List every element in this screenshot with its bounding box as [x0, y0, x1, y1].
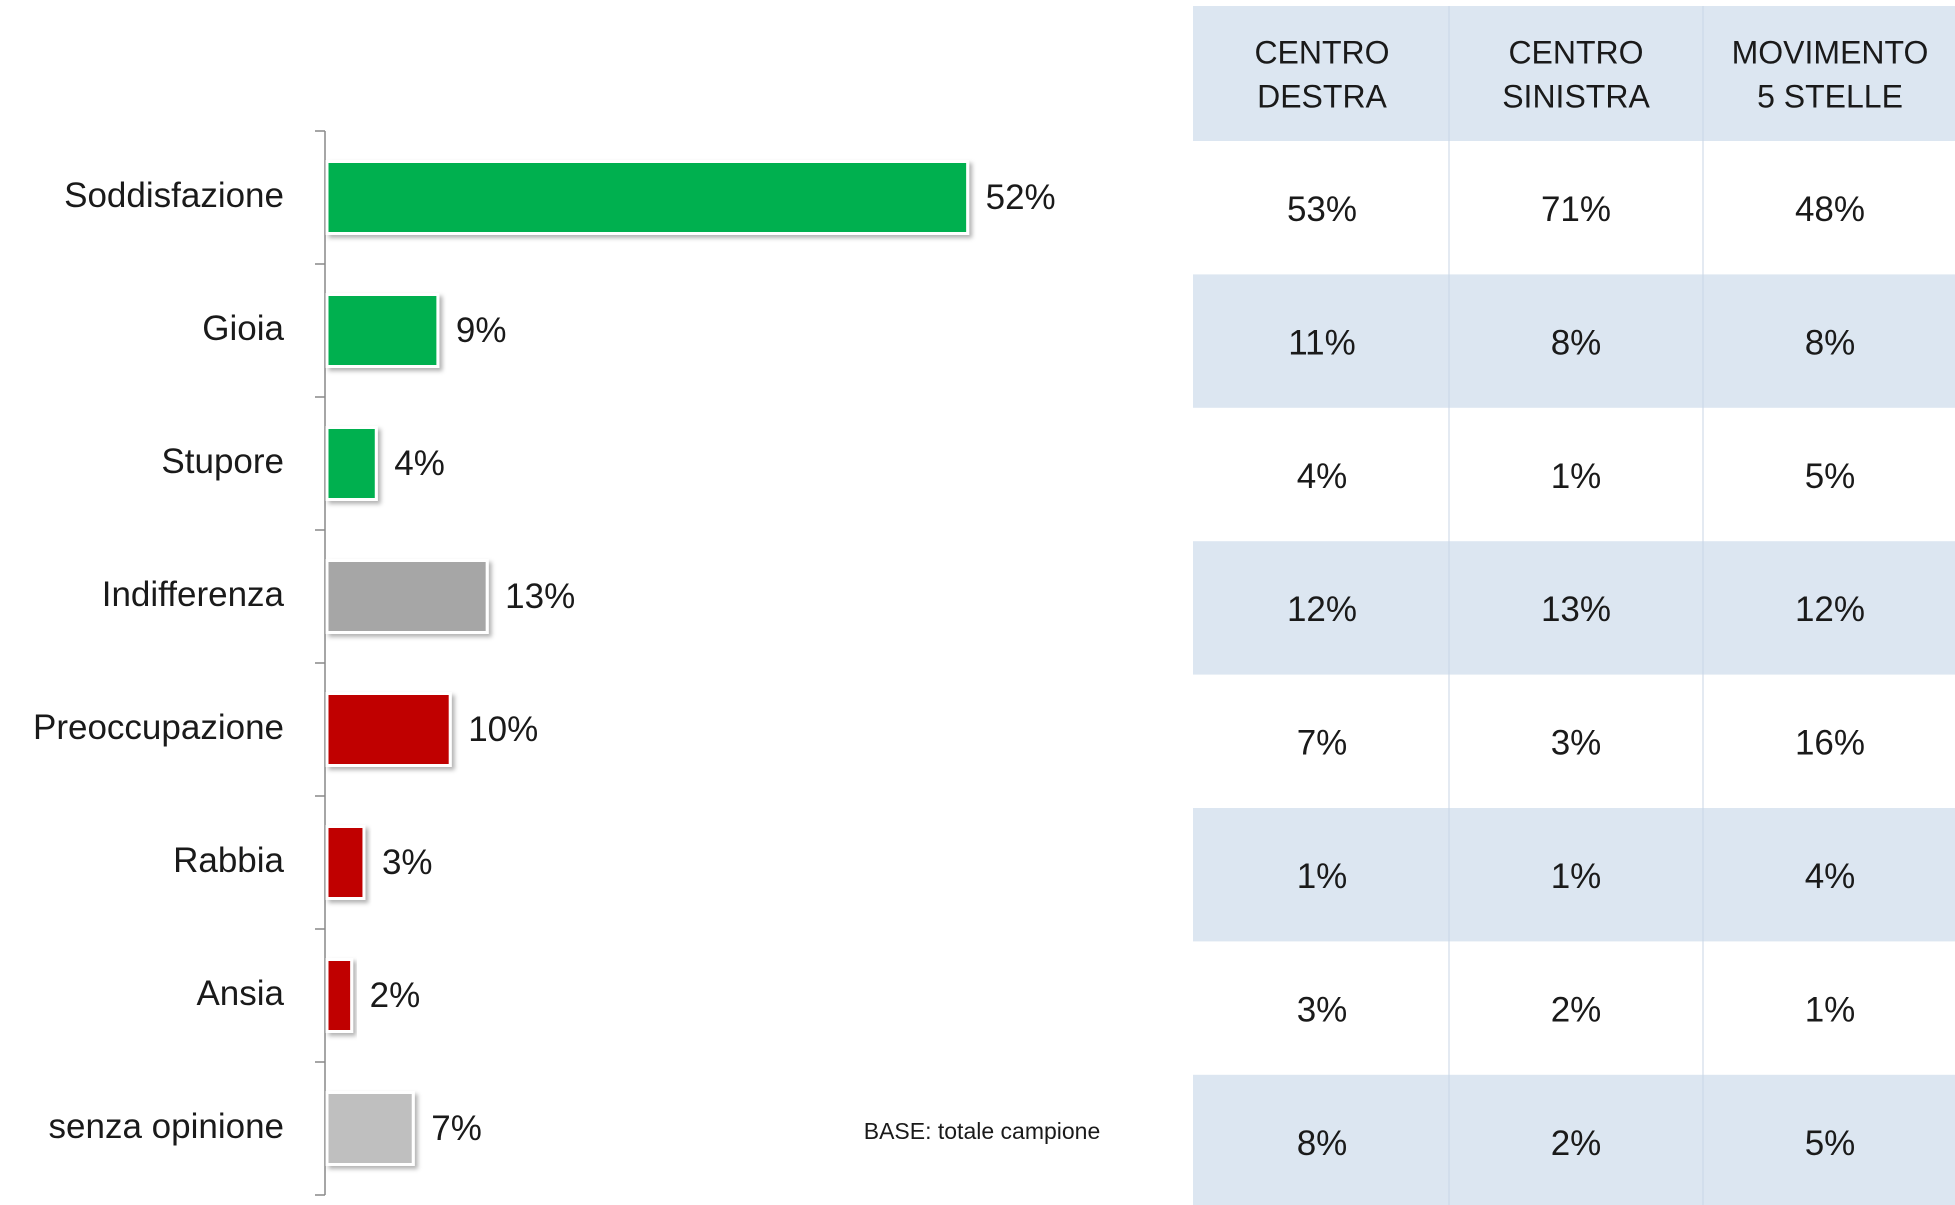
category-label: Ansia: [196, 974, 284, 1013]
table-cell: 16%: [1795, 724, 1865, 763]
value-label: 10%: [468, 710, 538, 749]
table-header: DESTRA: [1257, 78, 1387, 114]
bar: [325, 293, 440, 368]
value-label: 13%: [505, 577, 575, 616]
table-cell: 1%: [1805, 990, 1856, 1029]
value-label: 2%: [370, 976, 421, 1015]
table-cell: 11%: [1288, 323, 1355, 362]
table-cell: 2%: [1551, 990, 1602, 1029]
table-cell: 3%: [1551, 724, 1602, 763]
table-cell: 12%: [1287, 590, 1357, 629]
value-label: 4%: [394, 444, 445, 483]
table-row-bg: [1193, 274, 1955, 408]
table-cell: 71%: [1541, 190, 1611, 229]
table-row-bg: [1193, 808, 1955, 942]
table-cell: 1%: [1297, 857, 1348, 896]
table-header: CENTRO: [1508, 34, 1643, 70]
table-cell: 8%: [1805, 323, 1856, 362]
table-header: CENTRO: [1254, 34, 1389, 70]
table-cell: 1%: [1551, 857, 1602, 896]
category-label: Indifferenza: [102, 575, 285, 614]
category-label: Rabbia: [173, 841, 284, 880]
table-header: MOVIMENTO: [1732, 34, 1929, 70]
table-cell: 5%: [1805, 457, 1856, 496]
value-label: 52%: [986, 178, 1056, 217]
category-label: Stupore: [161, 442, 284, 481]
table-cell: 1%: [1551, 457, 1602, 496]
bar: [325, 426, 378, 501]
table-cell: 5%: [1805, 1124, 1856, 1163]
table-header: SINISTRA: [1502, 78, 1650, 114]
table-cell: 3%: [1297, 990, 1348, 1029]
table-cell: 4%: [1297, 457, 1348, 496]
category-label: Gioia: [202, 309, 284, 348]
table-header: 5 STELLE: [1757, 78, 1903, 114]
table-cell: 48%: [1795, 190, 1865, 229]
category-label: Preoccupazione: [33, 708, 284, 747]
table-row-bg: [1193, 1074, 1955, 1205]
table-row-bg: [1193, 541, 1955, 675]
footnote: BASE: totale campione: [864, 1118, 1101, 1144]
table-cell: 2%: [1551, 1124, 1602, 1163]
bar: [325, 1091, 415, 1166]
table-cell: 7%: [1297, 724, 1348, 763]
value-label: 7%: [431, 1109, 482, 1148]
table-cell: 4%: [1805, 857, 1856, 896]
bar: [325, 160, 970, 235]
table-cell: 13%: [1541, 590, 1611, 629]
category-label: senza opinione: [49, 1107, 284, 1146]
table-cell: 8%: [1551, 323, 1602, 362]
value-label: 9%: [456, 311, 507, 350]
bar: [325, 559, 489, 634]
bar: [325, 825, 366, 900]
bar: [325, 958, 354, 1033]
bar: [325, 692, 452, 767]
table-cell: 12%: [1795, 590, 1865, 629]
table-cell: 8%: [1297, 1124, 1348, 1163]
table-cell: 53%: [1287, 190, 1357, 229]
category-label: Soddisfazione: [64, 176, 284, 215]
table-header-bg: [1193, 6, 1955, 141]
value-label: 3%: [382, 843, 433, 882]
